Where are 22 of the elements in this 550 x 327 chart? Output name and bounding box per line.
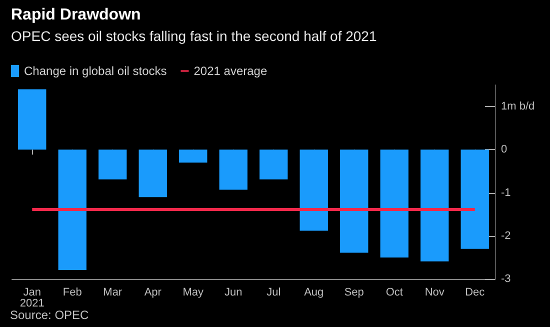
x-tick-label: Jul	[266, 286, 281, 298]
y-tick-label: -3	[501, 273, 511, 285]
y-tick-label: 1m b/d	[501, 100, 535, 113]
legend-label: Change in global oil stocks	[24, 64, 167, 78]
x-tick-label: Feb	[62, 286, 82, 298]
x-tick-label: May	[182, 286, 204, 298]
x-tick-label: Nov	[424, 286, 445, 298]
legend-label: 2021 average	[194, 64, 268, 78]
x-tick-label: Aug	[304, 286, 324, 298]
x-tick-label: Apr	[144, 286, 162, 298]
y-tick-label: 0	[501, 144, 508, 156]
x-tick-label: Jan 2021	[20, 286, 44, 310]
x-tick-label: Dec	[465, 286, 486, 298]
chart-title: Rapid Drawdown	[11, 6, 141, 24]
y-tick-label: -2	[501, 230, 511, 242]
x-tick-label: Mar	[103, 286, 122, 298]
chart-subtitle: OPEC sees oil stocks falling fast in the second half of 2021	[11, 28, 377, 44]
source-note: Source: OPEC	[10, 308, 90, 322]
x-tick-label: Jun	[224, 286, 242, 298]
x-tick-label: Oct	[386, 286, 403, 298]
y-tick-label: -1	[501, 186, 511, 199]
x-tick-label: Sep	[344, 286, 364, 298]
